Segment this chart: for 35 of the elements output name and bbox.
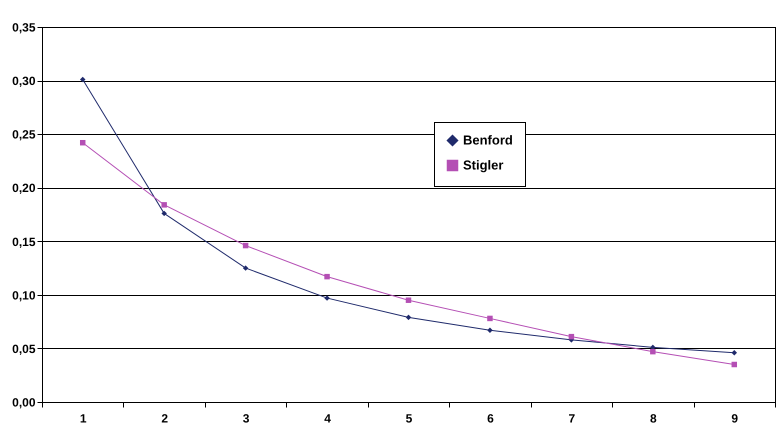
point	[487, 316, 493, 322]
y-tick-label: 0,15	[12, 234, 36, 249]
legend-label: Benford	[463, 132, 513, 148]
point	[80, 140, 86, 146]
point	[650, 348, 656, 354]
y-tick-label: 0,30	[12, 74, 36, 88]
point	[406, 314, 412, 320]
point	[324, 295, 330, 301]
x-tick-label: 5	[406, 412, 413, 426]
x-tick-label: 7	[568, 412, 576, 426]
x-tick-label: 1	[80, 412, 87, 426]
y-tick-label: 0,35	[12, 20, 36, 34]
y-tick-label: 0,00	[12, 396, 36, 410]
x-tick-label: 8	[650, 412, 657, 426]
y-tick-label: 0,10	[12, 288, 36, 302]
point	[568, 334, 574, 340]
x-tick-label: 4	[324, 412, 332, 426]
point	[161, 202, 167, 208]
x-tick-label: 2	[161, 412, 168, 426]
point	[242, 265, 248, 271]
point	[732, 350, 738, 356]
point	[161, 210, 167, 216]
point	[80, 76, 86, 82]
y-tick-label: 0,20	[12, 181, 36, 196]
point	[487, 327, 493, 333]
y-tick-label: 0,05	[12, 342, 36, 356]
point	[324, 274, 330, 280]
point	[406, 297, 412, 303]
x-tick-label: 9	[731, 412, 738, 426]
point	[732, 362, 738, 368]
y-tick-label: 0,25	[12, 128, 36, 142]
x-tick-label: 6	[487, 412, 494, 426]
x-tick-label: 3	[242, 412, 250, 426]
legend-label: Stigler	[463, 158, 504, 172]
point	[242, 242, 248, 248]
